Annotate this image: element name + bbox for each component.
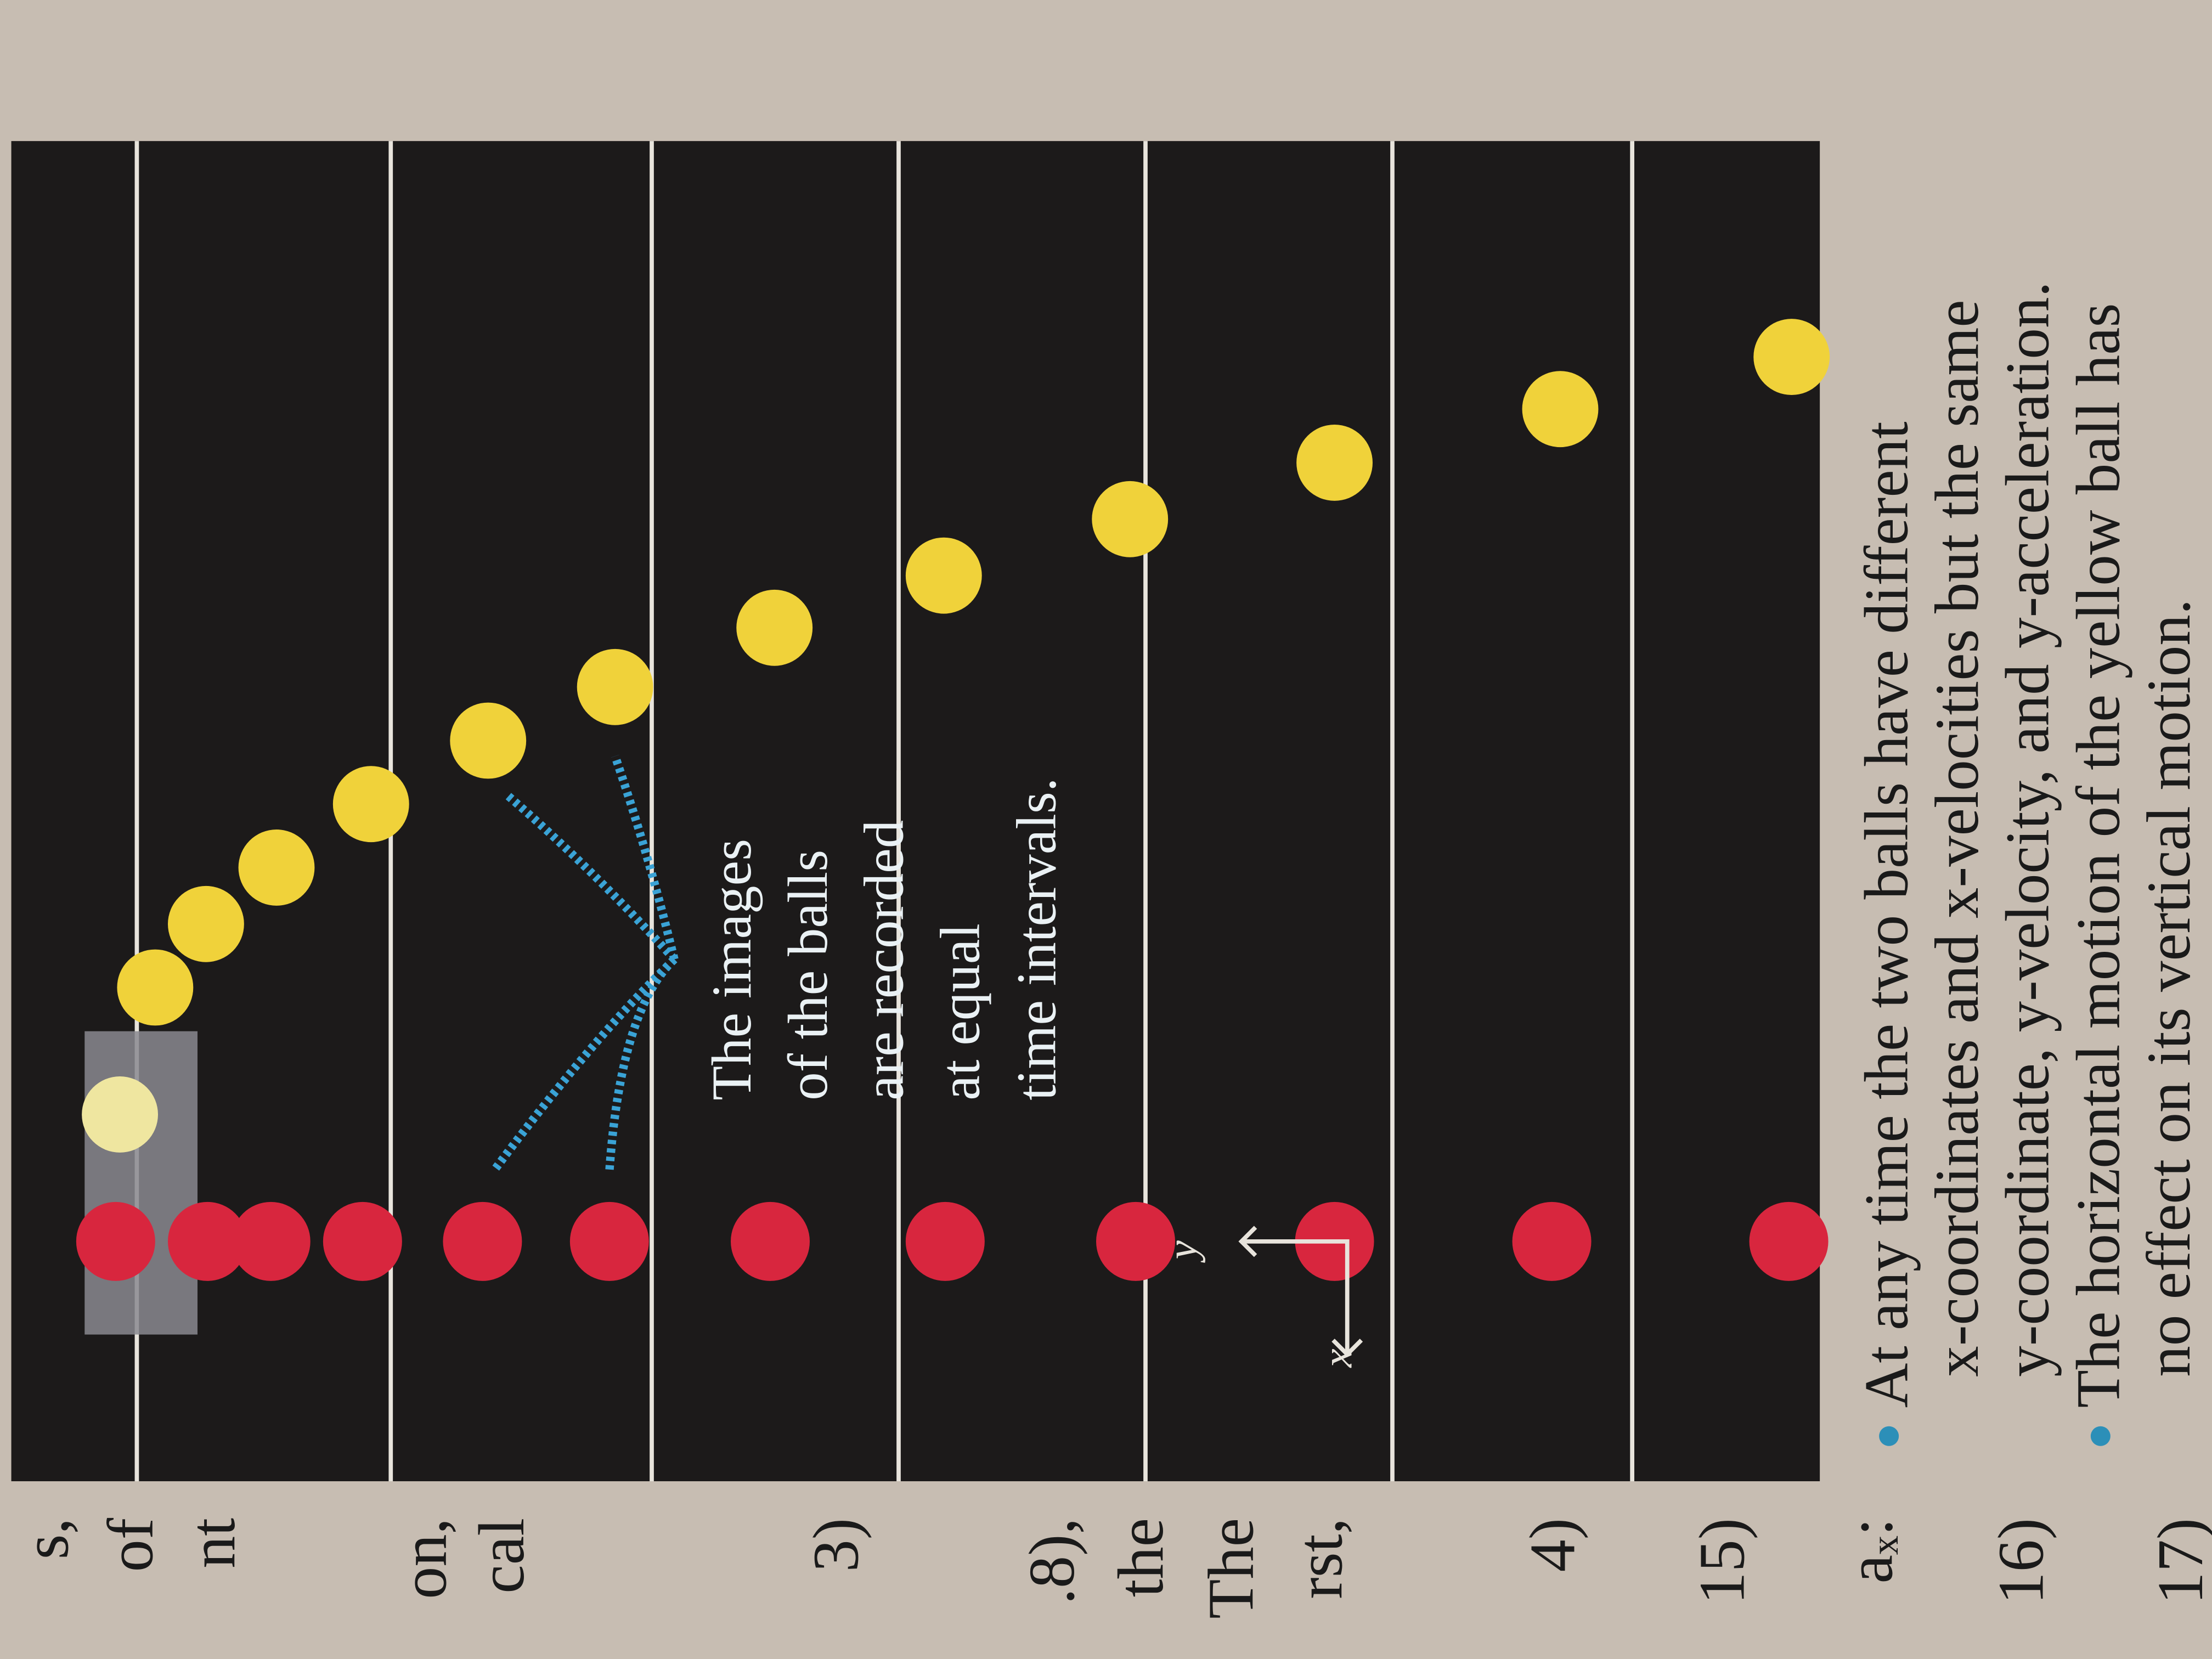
margin-fragment: the (1105, 1518, 1177, 1597)
yellow-ball (1092, 481, 1169, 557)
yellow-ball (168, 885, 244, 962)
bullet-line: x-coordinates and x-velocities but the s… (1923, 300, 1991, 1376)
red-ball (1512, 1201, 1592, 1281)
yellow-ball (332, 766, 409, 843)
figure-caption: at equal (929, 923, 992, 1101)
margin-fragment: aₓ: (1834, 1518, 1906, 1584)
texts: s, of nt on, cal 3) .8), the The rst, 4) 15) aₓ: 16) 1… (10, 281, 2212, 1619)
red-ball (76, 1201, 155, 1281)
red-ball (168, 1201, 247, 1281)
margin-fragment: cal (466, 1518, 538, 1594)
margin-fragment: on, (388, 1518, 460, 1599)
bullet-line: y-coordinate, y-velocity, and y-accelera… (1994, 281, 2062, 1377)
red-ball (905, 1201, 985, 1281)
release-mechanism (84, 1031, 198, 1335)
margin-fragment: The (1195, 1518, 1267, 1619)
margin-fragment: s, (10, 1518, 82, 1560)
red-ball (443, 1201, 522, 1281)
bullet-line: The horizontal motion of the yellow ball… (2064, 303, 2132, 1408)
red-balls (76, 1201, 1829, 1281)
figure-caption: The images (701, 839, 763, 1101)
red-ball (1096, 1201, 1175, 1281)
pointer-arrow (611, 754, 679, 961)
axis-label-y: y (1159, 1240, 1206, 1263)
margin-fragment: 17) (2145, 1518, 2212, 1605)
rotated-page: s, of nt on, cal 3) .8), the The rst, 4) 15) aₓ: 16) 1… (10, 141, 2212, 1619)
margin-fragment: rst, (1284, 1518, 1356, 1599)
pointer-arrow (505, 792, 678, 962)
red-ball (731, 1201, 810, 1281)
yellow-ball (117, 949, 194, 1026)
pointer-arrows (490, 754, 679, 1173)
red-ball (569, 1201, 649, 1281)
margin-fragment: 15) (1686, 1518, 1758, 1605)
margin-fragment: 3) (800, 1518, 872, 1572)
red-ball (231, 1201, 311, 1281)
red-ball (323, 1201, 402, 1281)
margin-fragment: 16) (1985, 1518, 2057, 1605)
yellow-ball (577, 648, 653, 725)
yellow-ball (905, 537, 982, 614)
yellow-ball (450, 702, 527, 779)
bullet-line: no effect on its vertical motion. (2135, 599, 2203, 1377)
red-ball (1749, 1201, 1829, 1281)
bullet-line: At any time the two balls have different (1853, 421, 1921, 1408)
yellow-ball (1522, 371, 1599, 448)
figure-caption: of the balls (777, 850, 839, 1101)
bullet-dot (2090, 1426, 2111, 1446)
yellow-ball (1753, 319, 1830, 395)
yellow-ball (238, 830, 315, 906)
yellow-ball (1296, 424, 1373, 501)
yellow-ball (82, 1076, 158, 1153)
margin-fragment: of (95, 1517, 167, 1572)
margin-fragment: 4) (1517, 1518, 1589, 1572)
figure-caption: are recorded (853, 820, 916, 1101)
yellow-ball (736, 589, 813, 666)
figure-caption: time intervals. (1005, 777, 1068, 1100)
margin-fragment: nt (177, 1518, 249, 1568)
axes-icon (1238, 1226, 1363, 1358)
axis-label-x: x (1313, 1348, 1361, 1368)
margin-fragment: .8), (1016, 1518, 1088, 1605)
bullet-dot (1879, 1426, 1899, 1446)
pointer-arrow (605, 956, 678, 1171)
yellow-balls (82, 319, 1830, 1153)
axes-arrowheads (1238, 1226, 1363, 1358)
axes-lines (1241, 1239, 1350, 1355)
